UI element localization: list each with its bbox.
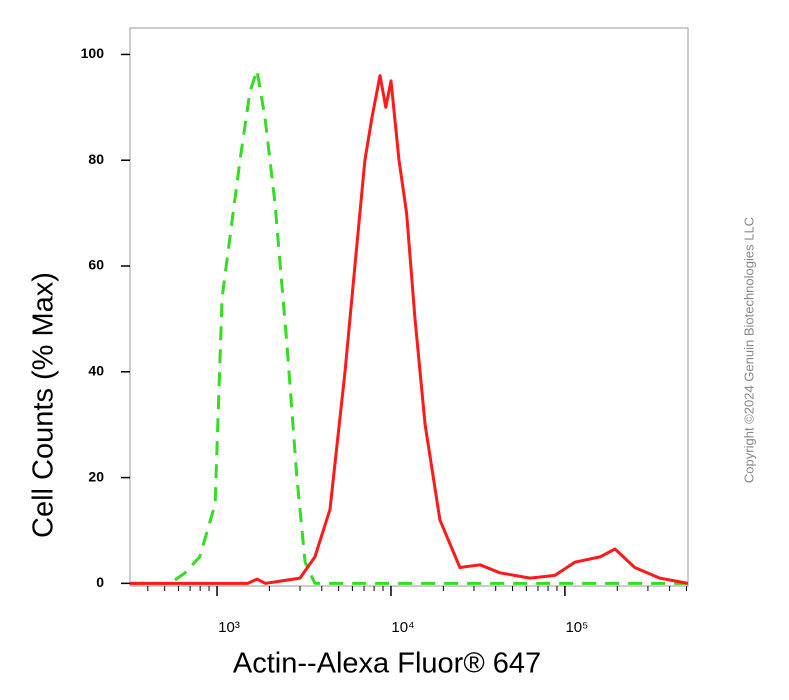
x-axis-label: Actin--Alexa Fluor® 647 — [233, 648, 541, 680]
y-axis-label: Cell Counts (% Max) — [28, 272, 60, 538]
plot-frame — [129, 27, 689, 587]
y-tick-label: 60 — [88, 257, 104, 273]
x-tick-label: 10⁵ — [565, 619, 588, 636]
x-tick-label: 10³ — [218, 619, 240, 636]
histogram-line — [130, 74, 689, 585]
copyright: Copyright ©2024 Genuin Biotechnologies L… — [741, 217, 756, 483]
y-tick-label: 20 — [88, 468, 104, 484]
x-tick-label: 10⁴ — [391, 619, 414, 636]
y-tick-label: 40 — [88, 362, 104, 378]
y-tick-label: 0 — [96, 574, 104, 590]
histogram-line — [130, 68, 688, 585]
y-tick-label: 100 — [81, 45, 105, 61]
y-tick-label: 80 — [88, 151, 104, 167]
